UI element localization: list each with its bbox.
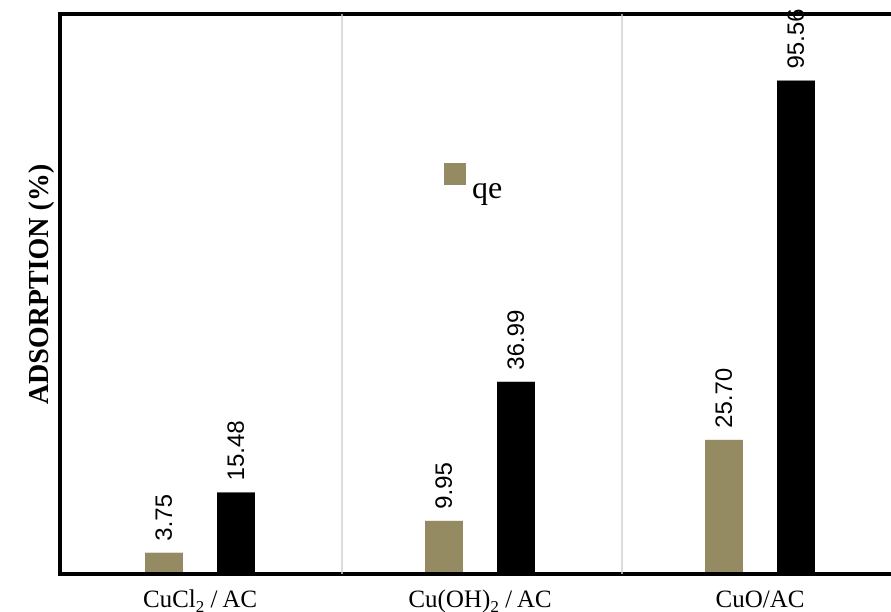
x-tick-label-0: CuCl2 / AC xyxy=(143,586,257,612)
x-tick-labels-group: CuCl2 / AC Cu(OH)2 / AC CuO/AC xyxy=(143,586,805,612)
bar-series-0-category-0 xyxy=(145,552,183,572)
bar-series-0-category-2 xyxy=(705,439,743,572)
plot-area-frame xyxy=(58,12,891,576)
legend-swatch-qe xyxy=(444,163,466,185)
value-label-series-0-category-2: 25.70 xyxy=(711,368,738,428)
y-axis-title: ADSORPTION (%) xyxy=(24,164,55,404)
x-tick-label-2: CuO/AC xyxy=(716,586,805,612)
value-label-series-0-category-1: 9.95 xyxy=(431,462,458,509)
value-label-series-1-category-0: 15.48 xyxy=(223,420,250,480)
value-labels-group: 3.75 15.48 9.95 36.99 25.70 95.56 xyxy=(151,8,810,540)
bar-series-1-category-2 xyxy=(777,80,815,572)
bar-series-0-category-1 xyxy=(425,520,463,572)
bar-series-1-category-0 xyxy=(217,492,255,572)
value-label-series-0-category-0: 3.75 xyxy=(151,494,178,541)
legend: qe xyxy=(444,163,502,205)
value-label-series-1-category-2: 95.56 xyxy=(783,8,810,68)
bar-series-1-category-1 xyxy=(497,381,535,572)
x-tick-label-1: Cu(OH)2 / AC xyxy=(408,586,551,612)
bars-group xyxy=(145,80,815,572)
value-label-series-1-category-1: 36.99 xyxy=(503,310,530,370)
legend-label-qe: qe xyxy=(472,169,502,205)
